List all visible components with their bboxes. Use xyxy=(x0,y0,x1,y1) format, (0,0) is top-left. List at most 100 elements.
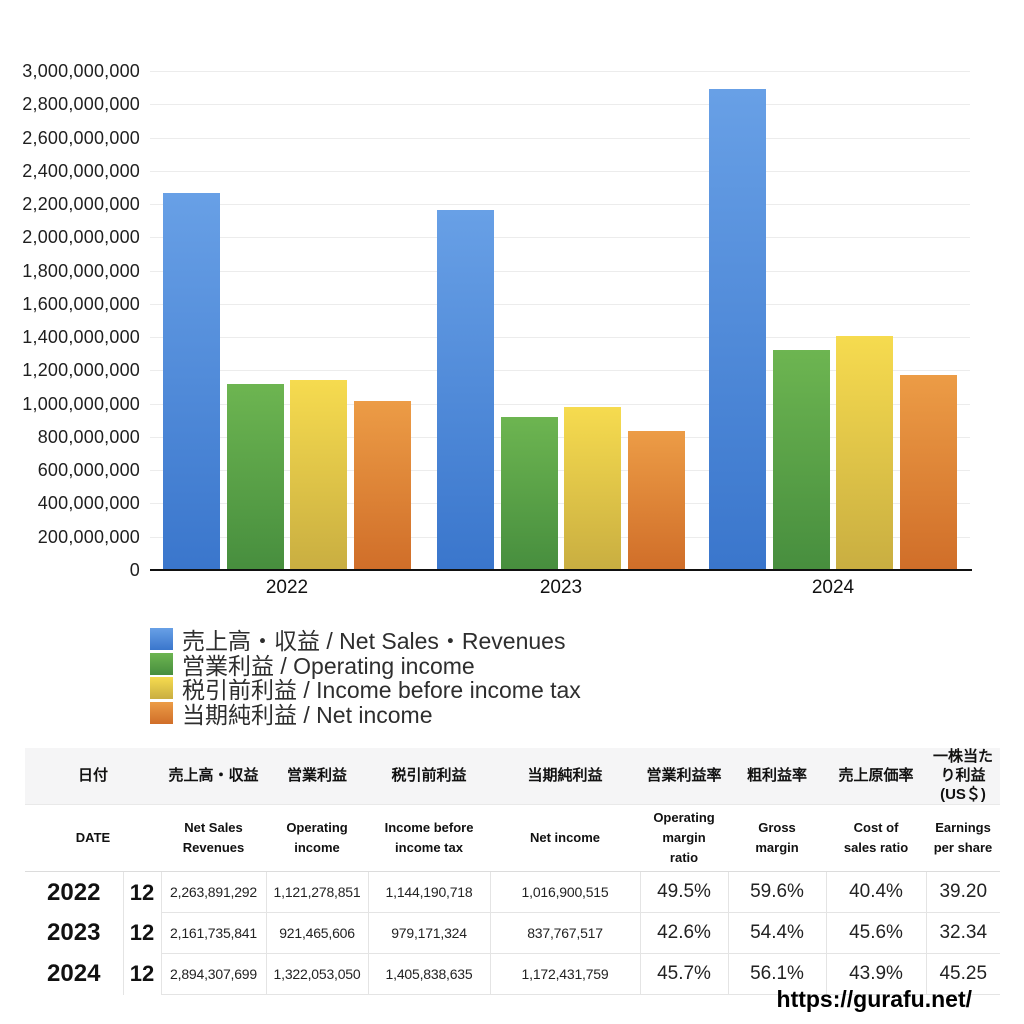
cell-ratio: 56.1% xyxy=(727,953,827,996)
cell-ratio: 40.4% xyxy=(825,871,927,914)
cell-ratio: 45.6% xyxy=(825,912,927,955)
gridline xyxy=(150,337,970,339)
table-header-cell: 売上原価率 xyxy=(826,748,927,806)
y-tick-label: 0 xyxy=(129,560,140,580)
cell-value: 2,161,735,841 xyxy=(160,912,267,955)
gridline xyxy=(150,137,970,139)
cell-ratio: 54.4% xyxy=(727,912,827,955)
cell-ratio: 32.34 xyxy=(925,912,1001,955)
bar-series0-2024 xyxy=(709,88,766,570)
gridline xyxy=(150,403,970,405)
cell-value: 1,405,838,635 xyxy=(367,953,491,996)
gridline xyxy=(150,270,970,272)
gridline xyxy=(150,104,970,106)
y-tick-label: 1,400,000,000 xyxy=(22,327,140,348)
legend-item: 営業利益 / Operating income xyxy=(150,652,581,679)
cell-ratio: 45.25 xyxy=(925,953,1001,996)
table-header-cell: 日付 xyxy=(25,748,162,806)
legend-swatch-icon xyxy=(150,701,173,724)
legend-item: 売上高・収益 / Net Sales・Revenues xyxy=(150,627,581,654)
y-tick-label: 1,600,000,000 xyxy=(22,293,140,314)
table-header-cell: 税引前利益 xyxy=(368,748,491,806)
gridline xyxy=(150,204,970,206)
gridline xyxy=(150,71,970,72)
cell-month: 12 xyxy=(122,871,162,913)
bar-series2-2024 xyxy=(836,336,893,570)
table-row: 2024 12 2,894,307,699 1,322,053,050 1,405,83… xyxy=(25,953,1001,996)
table-header-cell: Operating margin ratio xyxy=(640,804,729,873)
table-header-cell: Net Sales Revenues xyxy=(161,804,267,873)
y-tick-label: 2,600,000,000 xyxy=(22,127,140,148)
table-header-row: DATE Net Sales Revenues Operating income In… xyxy=(25,804,1001,873)
bar-series0-2023 xyxy=(437,210,494,570)
gridline xyxy=(150,503,970,505)
bar-series1-2022 xyxy=(226,383,284,570)
table-row: 2023 12 2,161,735,841 921,465,606 979,171,32… xyxy=(25,912,1001,955)
table-header-cell: Income before income tax xyxy=(368,804,491,873)
cell-value: 2,894,307,699 xyxy=(160,953,267,996)
cell-value: 979,171,324 xyxy=(367,912,491,955)
cell-value: 921,465,606 xyxy=(265,912,369,955)
table-header-cell: 当期純利益 xyxy=(490,748,641,806)
y-tick-label: 1,800,000,000 xyxy=(22,260,140,281)
x-tick-label: 2023 xyxy=(539,577,583,598)
x-tick-label: 2024 xyxy=(811,577,855,598)
y-tick-label: 2,000,000,000 xyxy=(22,227,140,248)
cell-value: 1,016,900,515 xyxy=(489,871,641,914)
cell-ratio: 45.7% xyxy=(639,953,729,996)
bar-series3-2024 xyxy=(899,375,957,570)
table-header-cell: Gross margin xyxy=(728,804,827,873)
bar-series3-2023 xyxy=(627,430,685,570)
x-axis-line xyxy=(150,569,972,571)
legend-swatch-icon xyxy=(150,677,173,699)
chart-legend: 売上高・収益 / Net Sales・Revenues 営業利益 / Operat… xyxy=(150,627,581,728)
y-tick-label: 800,000,000 xyxy=(37,426,140,447)
bar-series2-2023 xyxy=(564,407,621,570)
gridline xyxy=(150,170,970,172)
legend-swatch-icon xyxy=(150,652,173,675)
cell-ratio: 59.6% xyxy=(727,871,827,914)
cell-year: 2022 xyxy=(47,878,101,906)
cell-value: 1,144,190,718 xyxy=(367,871,491,914)
bar-series2-2022 xyxy=(290,379,347,570)
table-header-row: 日付 売上高・収益 営業利益 税引前利益 当期純利益 営業利益率 粗利益率 売上原価率 一株当た… xyxy=(25,748,1001,806)
cell-ratio: 39.20 xyxy=(925,871,1001,914)
cell-month: 12 xyxy=(122,912,162,954)
bar-series0-2022 xyxy=(163,193,220,570)
legend-label: 当期純利益 / Net income xyxy=(182,701,433,728)
legend-label: 税引前利益 / Income before income tax xyxy=(182,677,581,703)
legend-swatch-icon xyxy=(150,628,173,650)
cell-year: 2023 xyxy=(47,919,101,947)
legend-item: 当期純利益 / Net income xyxy=(150,701,581,728)
gridline xyxy=(150,303,970,305)
table-header-cell: 売上高・収益 xyxy=(161,748,267,806)
cell-month: 12 xyxy=(122,953,162,995)
cell-value: 2,263,891,292 xyxy=(160,871,267,914)
table-header-cell: Net income xyxy=(490,804,641,873)
y-tick-label: 2,200,000,000 xyxy=(22,194,140,215)
cell-value: 1,322,053,050 xyxy=(265,953,369,996)
table-header-cell: Operating income xyxy=(266,804,369,873)
y-tick-label: 600,000,000 xyxy=(37,460,140,481)
legend-label: 営業利益 / Operating income xyxy=(182,652,475,679)
table-header-cell: 粗利益率 xyxy=(728,748,827,806)
y-tick-label: 400,000,000 xyxy=(37,493,140,514)
table-header-cell: Cost of sales ratio xyxy=(826,804,927,873)
table-header-cell: DATE xyxy=(25,804,162,873)
cell-value: 1,121,278,851 xyxy=(265,871,369,914)
table-header-cell: Earnings per share xyxy=(926,804,1001,873)
bar-series3-2022 xyxy=(353,400,411,570)
cell-ratio: 43.9% xyxy=(825,953,927,996)
gridline xyxy=(150,436,970,438)
bar-series1-2024 xyxy=(772,350,830,570)
legend-label: 売上高・収益 / Net Sales・Revenues xyxy=(182,628,566,654)
y-tick-label: 1,200,000,000 xyxy=(22,360,140,381)
gridline xyxy=(150,536,970,538)
gridline xyxy=(150,237,970,239)
y-tick-label: 2,800,000,000 xyxy=(22,94,140,115)
cell-ratio: 42.6% xyxy=(639,912,729,955)
cell-year: 2024 xyxy=(47,960,101,988)
gridline xyxy=(150,370,970,372)
y-tick-label: 3,000,000,000 xyxy=(22,61,140,81)
table-header-cell: 営業利益率 xyxy=(640,748,729,806)
